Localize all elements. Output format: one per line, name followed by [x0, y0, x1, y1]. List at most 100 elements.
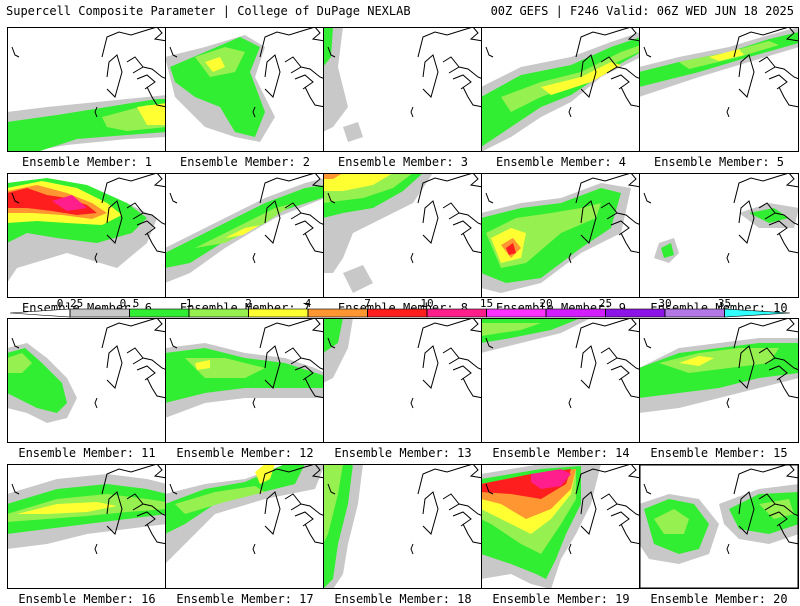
lake-outline: [106, 54, 123, 98]
coastline: [485, 192, 494, 204]
ensemble-member-panel: [323, 27, 483, 152]
lake-outline: [458, 503, 483, 517]
lake-outline: [294, 365, 314, 381]
lake-outline: [600, 202, 618, 220]
coastline: [643, 192, 652, 204]
scp-contour-fill: [661, 243, 674, 258]
panel-border: [639, 27, 799, 152]
colorbar-tick-label: 35: [718, 297, 731, 310]
ensemble-member-panel: [165, 173, 325, 298]
lake-outline: [259, 27, 325, 58]
ensemble-member-label: Ensemble Member: 19: [492, 592, 630, 606]
coastline: [146, 523, 167, 545]
scp-contour-fill: [17, 502, 117, 514]
ensemble-member-label: Ensemble Member: 15: [650, 446, 788, 460]
ensemble-member-panel: [323, 318, 483, 443]
lake-outline: [600, 347, 618, 365]
coastline: [146, 377, 167, 399]
coastline: [726, 543, 730, 555]
coastline: [485, 483, 494, 495]
member-map: [323, 173, 483, 298]
member-map: [481, 27, 641, 152]
colorbar-tick-label: 30: [658, 297, 671, 310]
lake-outline: [142, 212, 167, 226]
scp-contour-fill: [759, 499, 794, 519]
lake-outline: [126, 347, 144, 365]
lake-outline: [106, 491, 123, 535]
lake-outline: [442, 56, 460, 74]
scp-contour-fill: [659, 348, 779, 373]
coastline: [462, 377, 483, 399]
coastline: [11, 337, 20, 349]
coastline: [410, 543, 414, 555]
colorbar-tick-label: 7: [364, 297, 371, 310]
colorbar-tick-label: 2: [245, 297, 252, 310]
lake-outline: [126, 56, 144, 74]
ensemble-member-label: Ensemble Member: 18: [334, 592, 472, 606]
ensemble-member-label: Ensemble Member: 20: [650, 592, 788, 606]
coastline: [726, 397, 730, 409]
scp-contour-fill: [52, 195, 87, 211]
scp-contour-fill: [501, 45, 641, 112]
lake-outline: [600, 493, 618, 511]
lake-outline: [300, 357, 325, 371]
ensemble-member-panel: [639, 464, 799, 589]
scp-contour-fill: [175, 486, 265, 514]
scp-contour-fill: [7, 353, 32, 373]
ensemble-member-label: Ensemble Member: 1: [21, 155, 153, 169]
ensemble-member-panel: [639, 27, 799, 152]
member-map: [7, 27, 167, 152]
coastline: [169, 192, 178, 204]
ensemble-member-panel: [7, 173, 167, 298]
lake-outline: [774, 357, 799, 371]
coastline: [462, 86, 483, 108]
colorbar-tick-label: 4: [305, 297, 312, 310]
lake-outline: [758, 56, 776, 74]
member-map: [639, 464, 799, 589]
scp-contour-fill: [343, 122, 363, 142]
member-map: [165, 27, 325, 152]
ensemble-member-panel: [481, 318, 641, 443]
coastline: [169, 483, 178, 495]
lake-outline: [575, 318, 641, 349]
lake-outline: [142, 66, 167, 80]
color-scale-bar: 0.25 0.5 1 2 4 7 10 15 20 25 30 35: [10, 297, 790, 318]
lake-outline: [610, 220, 630, 236]
lake-outline: [442, 202, 460, 220]
ensemble-member-panel: [7, 464, 167, 589]
lake-outline: [733, 464, 799, 495]
coastline: [327, 46, 336, 58]
coastline: [778, 232, 799, 254]
lake-outline: [259, 318, 325, 349]
ensemble-member-panel: [7, 318, 167, 443]
lake-outline: [458, 212, 483, 226]
coastline: [778, 523, 799, 545]
colorbar-segment: [426, 308, 487, 318]
lake-outline: [101, 27, 167, 58]
scp-contour-fill: [531, 469, 571, 489]
colorbar-lower-wedge: [10, 308, 71, 318]
coastline: [462, 523, 483, 545]
coastline: [410, 397, 414, 409]
ensemble-member-label: Ensemble Member: 16: [18, 592, 156, 606]
lake-outline: [442, 493, 460, 511]
lake-outline: [259, 173, 325, 204]
member-map: [7, 464, 167, 589]
map-title: Supercell Composite Parameter | College …: [6, 4, 411, 18]
coastline: [620, 86, 641, 108]
lake-outline: [575, 27, 641, 58]
scp-contour-fill: [205, 57, 225, 72]
lake-outline: [126, 493, 144, 511]
lake-outline: [142, 357, 167, 371]
lake-outline: [442, 347, 460, 365]
lake-outline: [136, 365, 156, 381]
member-map: [165, 464, 325, 589]
scp-contour-fill: [225, 225, 260, 238]
lake-outline: [136, 511, 156, 527]
lake-outline: [758, 202, 776, 220]
lake-outline: [452, 365, 472, 381]
ensemble-member-panel: [7, 27, 167, 152]
ensemble-member-panel: [165, 318, 325, 443]
lake-outline: [259, 464, 325, 495]
colorbar-segment: [605, 308, 666, 318]
